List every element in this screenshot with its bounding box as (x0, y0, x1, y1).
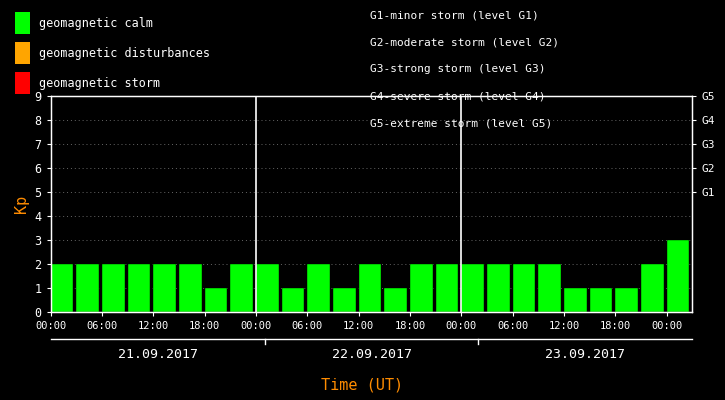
Bar (667, 240, 689, 312)
Text: 23.09.2017: 23.09.2017 (545, 348, 626, 360)
Bar (384, 288, 407, 312)
Text: G3-strong storm (level G3): G3-strong storm (level G3) (370, 64, 545, 74)
Bar (256, 264, 278, 312)
Text: geomagnetic calm: geomagnetic calm (39, 16, 153, 30)
Bar (102, 264, 125, 312)
Bar (410, 264, 433, 312)
Bar (513, 264, 535, 312)
Bar (282, 288, 304, 312)
Text: geomagnetic storm: geomagnetic storm (39, 76, 160, 90)
Bar (154, 264, 176, 312)
Bar (589, 288, 613, 312)
Bar (616, 288, 638, 312)
Bar (564, 288, 587, 312)
Text: geomagnetic disturbances: geomagnetic disturbances (39, 46, 210, 60)
Bar (204, 288, 228, 312)
Text: 22.09.2017: 22.09.2017 (331, 348, 412, 360)
Y-axis label: Kp: Kp (14, 195, 29, 213)
Bar (641, 264, 663, 312)
Bar (231, 264, 253, 312)
Bar (487, 264, 510, 312)
Bar (128, 264, 150, 312)
Text: G5-extreme storm (level G5): G5-extreme storm (level G5) (370, 119, 552, 129)
Bar (359, 264, 381, 312)
Bar (333, 288, 356, 312)
Bar (461, 264, 484, 312)
Text: Time (UT): Time (UT) (321, 377, 404, 392)
Bar (179, 264, 202, 312)
Bar (436, 264, 458, 312)
Bar (51, 264, 73, 312)
Text: G4-severe storm (level G4): G4-severe storm (level G4) (370, 92, 545, 102)
Text: G2-moderate storm (level G2): G2-moderate storm (level G2) (370, 37, 559, 47)
Text: 21.09.2017: 21.09.2017 (117, 348, 198, 360)
Bar (76, 264, 99, 312)
Bar (539, 264, 561, 312)
Bar (307, 264, 330, 312)
Text: G1-minor storm (level G1): G1-minor storm (level G1) (370, 10, 539, 20)
